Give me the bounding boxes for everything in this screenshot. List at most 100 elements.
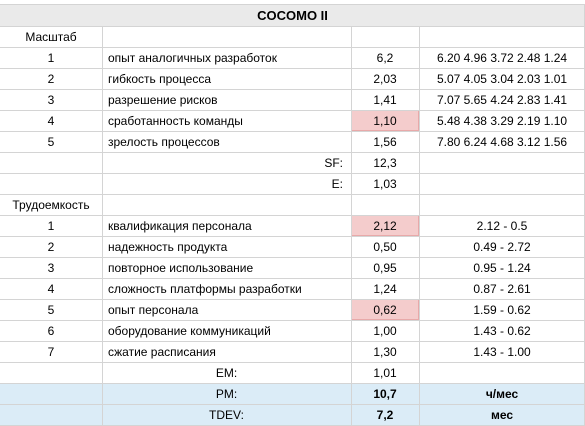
factor-name[interactable]: гибкость процесса — [108, 71, 212, 86]
factor-range[interactable]: 7.07 5.65 4.24 2.83 1.41 — [436, 92, 568, 107]
scale-row: 4 сработанность команды 1,10 5.48 4.38 3… — [0, 110, 585, 131]
scale-row: 2 гибкость процесса 2,03 5.07 4.05 3.04 … — [0, 68, 585, 89]
effort-row: 5 опыт персонала 0,62 1.59 - 0.62 — [0, 299, 585, 320]
scale-row: 5 зрелость процессов 1,56 7.80 6.24 4.68… — [0, 131, 585, 152]
pm-unit[interactable]: ч/мес — [485, 386, 519, 401]
em-value[interactable]: 1,01 — [373, 365, 397, 380]
factor-value[interactable]: 1,30 — [373, 344, 397, 359]
gridline — [0, 173, 585, 174]
gridline — [0, 26, 585, 27]
row-number[interactable]: 4 — [47, 281, 55, 296]
tdev-value[interactable]: 7,2 — [376, 408, 394, 422]
row-number[interactable]: 6 — [47, 323, 55, 338]
factor-value-highlighted[interactable]: 1,10 — [351, 110, 419, 131]
scale-header[interactable]: Масштаб — [25, 29, 77, 44]
factor-value[interactable]: 1,24 — [373, 281, 397, 296]
em-row: EM: 1,01 — [0, 362, 585, 383]
sheet-title[interactable]: COCOMO II — [257, 7, 328, 23]
gridline — [0, 383, 585, 384]
row-number[interactable]: 3 — [47, 92, 55, 107]
gridline — [0, 131, 585, 132]
gridline — [0, 257, 585, 258]
effort-row: 1 квалификация персонала 2,12 2.12 - 0.5 — [0, 215, 585, 236]
sf-row: SF: 12,3 — [0, 152, 585, 173]
factor-name[interactable]: повторное использование — [108, 260, 254, 275]
effort-header-row: Трудоемкость — [0, 194, 585, 215]
gridline — [0, 404, 585, 405]
pm-label[interactable]: PM: — [215, 386, 238, 401]
effort-row: 4 сложность платформы разработки 1,24 0.… — [0, 278, 585, 299]
tdev-label[interactable]: TDEV: — [209, 408, 244, 422]
factor-value[interactable]: 2,03 — [373, 71, 397, 86]
em-label[interactable]: EM: — [215, 365, 238, 380]
gridline — [0, 299, 585, 300]
factor-value-highlighted[interactable]: 0,62 — [351, 299, 419, 320]
gridline — [0, 89, 585, 90]
factor-range[interactable]: 0.95 - 1.24 — [473, 260, 531, 275]
sf-value[interactable]: 12,3 — [373, 155, 397, 170]
factor-name[interactable]: разрешение рисков — [108, 92, 218, 107]
scale-row: 1 опыт аналогичных разработок 6,2 6.20 4… — [0, 47, 585, 68]
row-number[interactable]: 4 — [47, 113, 55, 128]
effort-header[interactable]: Трудоемкость — [12, 197, 90, 212]
gridline — [0, 110, 585, 111]
gridline — [0, 4, 585, 5]
factor-value[interactable]: 0,50 — [373, 239, 397, 254]
factor-name[interactable]: сжатие расписания — [108, 344, 216, 359]
scale-row: 3 разрешение рисков 1,41 7.07 5.65 4.24 … — [0, 89, 585, 110]
factor-value[interactable]: 1,41 — [373, 92, 397, 107]
factor-name[interactable]: опыт аналогичных разработок — [108, 50, 277, 65]
factor-range[interactable]: 1.59 - 0.62 — [473, 302, 531, 317]
row-number[interactable]: 2 — [47, 71, 55, 86]
factor-value-highlighted[interactable]: 2,12 — [351, 215, 419, 236]
gridline — [0, 320, 585, 321]
factor-name[interactable]: опыт персонала — [108, 302, 199, 317]
factor-name[interactable]: оборудование коммуникаций — [108, 323, 271, 338]
factor-name[interactable]: надежность продукта — [108, 239, 228, 254]
row-number[interactable]: 5 — [47, 302, 55, 317]
row-number[interactable]: 1 — [47, 218, 55, 233]
gridline — [419, 26, 420, 426]
factor-range[interactable]: 6.20 4.96 3.72 2.48 1.24 — [436, 50, 568, 65]
factor-value[interactable]: 0,95 — [373, 260, 397, 275]
effort-row: 2 надежность продукта 0,50 0.49 - 2.72 — [0, 236, 585, 257]
factor-name[interactable]: сложность платформы разработки — [108, 281, 302, 296]
gridline — [351, 26, 352, 426]
factor-range[interactable]: 0.49 - 2.72 — [473, 239, 531, 254]
gridline — [0, 278, 585, 279]
tdev-unit[interactable]: мес — [490, 408, 514, 422]
gridline — [0, 362, 585, 363]
factor-range[interactable]: 7.80 6.24 4.68 3.12 1.56 — [436, 134, 568, 149]
pm-row: PM: 10,7 ч/мес — [0, 383, 585, 404]
factor-range[interactable]: 1.43 - 0.62 — [473, 323, 531, 338]
gridline — [0, 194, 585, 195]
e-value[interactable]: 1,03 — [373, 176, 397, 191]
e-row: E: 1,03 — [0, 173, 585, 194]
factor-range[interactable]: 1.43 - 1.00 — [473, 344, 531, 359]
factor-range[interactable]: 5.07 4.05 3.04 2.03 1.01 — [436, 71, 568, 86]
row-number[interactable]: 3 — [47, 260, 55, 275]
row-number[interactable]: 1 — [47, 50, 55, 65]
factor-value[interactable]: 1,56 — [373, 134, 397, 149]
factor-range[interactable]: 2.12 - 0.5 — [476, 218, 528, 233]
row-number[interactable]: 5 — [47, 134, 55, 149]
factor-value[interactable]: 1,00 — [373, 323, 397, 338]
effort-row: 3 повторное использование 0,95 0.95 - 1.… — [0, 257, 585, 278]
row-number[interactable]: 7 — [47, 344, 55, 359]
row-number[interactable]: 2 — [47, 239, 55, 254]
tdev-row: TDEV: 7,2 мес — [0, 404, 585, 426]
gridline — [0, 236, 585, 237]
e-label[interactable]: E: — [331, 176, 343, 191]
factor-range[interactable]: 0.87 - 2.61 — [473, 281, 531, 296]
factor-name[interactable]: зрелость процессов — [108, 134, 220, 149]
factor-name[interactable]: сработанность команды — [108, 113, 243, 128]
scale-header-row: Масштаб — [0, 26, 585, 47]
title-row: COCOMO II — [0, 4, 585, 26]
sf-label[interactable]: SF: — [324, 155, 343, 170]
factor-name[interactable]: квалификация персонала — [108, 218, 252, 233]
gridline — [102, 26, 103, 426]
factor-range[interactable]: 5.48 4.38 3.29 2.19 1.10 — [436, 113, 568, 128]
pm-value[interactable]: 10,7 — [373, 386, 397, 401]
factor-value[interactable]: 6,2 — [376, 50, 394, 65]
